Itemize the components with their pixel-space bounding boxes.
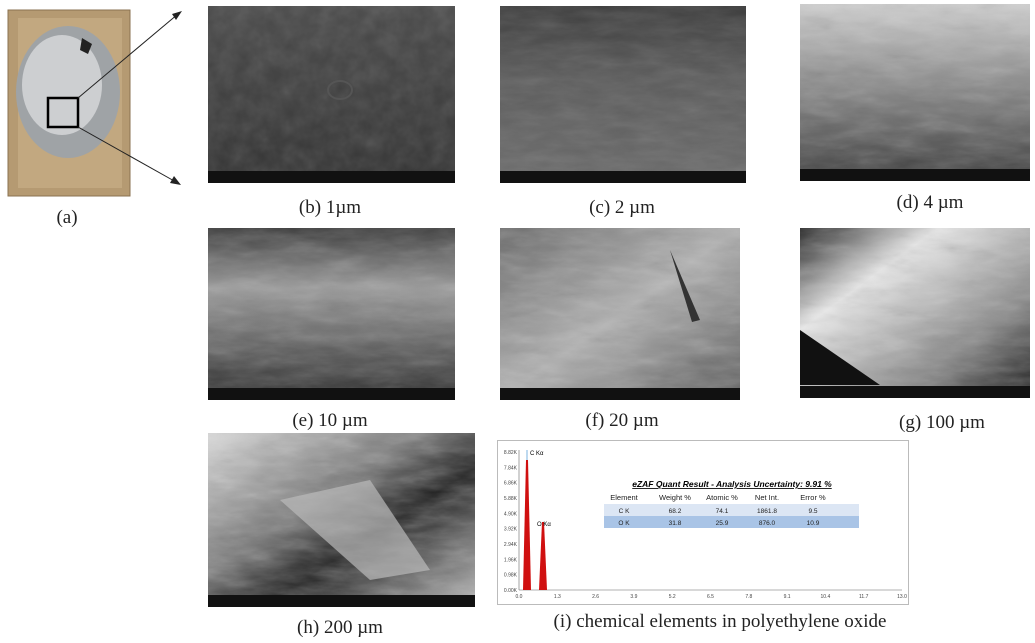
- x-tick-label: 10.4: [821, 594, 831, 600]
- figure: C Kα O Kα eZAF Quant Result - Analysis U…: [0, 0, 1035, 643]
- sem-image-f: [500, 228, 740, 400]
- panel-caption: (e) 10 µm: [292, 410, 367, 432]
- x-tick-label: 3.9: [630, 594, 637, 600]
- panel-caption: (g) 100 µm: [899, 412, 985, 434]
- table-cell: 68.2: [669, 508, 682, 515]
- sem-image-e: [208, 228, 455, 400]
- table-header: Atomic %: [706, 493, 738, 502]
- panel-caption: (a): [56, 207, 77, 229]
- table-header: Element: [610, 493, 638, 502]
- table-cell: 31.8: [669, 520, 682, 527]
- x-tick-label: 0.0: [516, 594, 523, 600]
- x-tick-label: 6.5: [707, 594, 714, 600]
- table-row-bg: [604, 516, 859, 528]
- table-header: Net Int.: [755, 493, 779, 502]
- x-tick-label: 7.8: [745, 594, 752, 600]
- table-cell: 25.9: [716, 520, 729, 527]
- table-cell: 9.5: [808, 508, 817, 515]
- x-tick-label: 13.0: [897, 594, 907, 600]
- sem-image-c: [500, 6, 746, 183]
- sem-image-d: [800, 4, 1030, 181]
- sem-image-g: [800, 228, 1030, 398]
- peak-label: C Kα: [530, 451, 544, 457]
- x-tick-label: 11.7: [859, 594, 869, 600]
- x-tick-label: 9.1: [784, 594, 791, 600]
- y-tick-label: 8.82K: [504, 450, 518, 456]
- sample-photo: [8, 10, 182, 196]
- sem-image-b: [208, 6, 455, 183]
- table-cell: C K: [619, 508, 631, 515]
- y-tick-label: 4.90K: [504, 511, 518, 517]
- y-tick-label: 6.86K: [504, 481, 518, 487]
- panel-caption: (i) chemical elements in polyethylene ox…: [554, 611, 887, 633]
- eds-spectrum: C Kα O Kα eZAF Quant Result - Analysis U…: [497, 440, 909, 605]
- panel-caption: (d) 4 µm: [897, 192, 964, 214]
- x-tick-label: 5.2: [669, 594, 676, 600]
- panel-caption: (f) 20 µm: [585, 410, 658, 432]
- peak-label: O Kα: [537, 522, 551, 528]
- panel-caption: (b) 1µm: [299, 197, 361, 219]
- table-cell: 1861.8: [757, 508, 777, 515]
- table-title: eZAF Quant Result - Analysis Uncertainty…: [632, 479, 832, 489]
- y-tick-label: 2.94K: [504, 542, 518, 548]
- y-tick-label: 5.88K: [504, 496, 518, 502]
- x-tick-label: 2.6: [592, 594, 599, 600]
- panel-caption: (h) 200 µm: [297, 617, 383, 639]
- y-tick-label: 7.84K: [504, 465, 518, 471]
- table-cell: 876.0: [759, 520, 776, 527]
- table-cell: 74.1: [716, 508, 729, 515]
- table-cell: 10.9: [807, 520, 820, 527]
- table-cell: O K: [618, 520, 630, 527]
- table-header: Weight %: [659, 493, 691, 502]
- table-row-bg: [604, 504, 859, 516]
- y-tick-label: 1.96K: [504, 557, 518, 563]
- sem-image-h: [208, 433, 475, 607]
- y-tick-label: 3.92K: [504, 527, 518, 533]
- table-header: Error %: [800, 493, 826, 502]
- panel-caption: (c) 2 µm: [589, 197, 655, 219]
- x-tick-label: 1.3: [554, 594, 561, 600]
- y-tick-label: 0.98K: [504, 573, 518, 579]
